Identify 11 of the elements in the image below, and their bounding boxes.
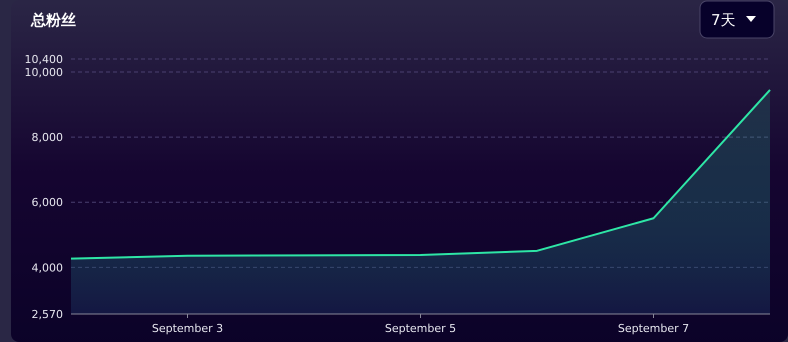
x-tick-label: September 3 (152, 322, 224, 335)
y-tick-label: 6,000 (32, 196, 63, 210)
chart-title: 总粉丝 (30, 11, 76, 29)
y-tick-label: 10,400 (24, 52, 63, 66)
y-tick-label: 8,000 (32, 131, 63, 144)
y-tick-label: 2,570 (32, 308, 63, 321)
y-tick-label: 4,000 (32, 261, 63, 274)
x-tick-label: September 7 (618, 322, 690, 335)
text: 7天 (711, 11, 736, 29)
x-tick-label: September 5 (384, 322, 456, 335)
y-tick-label: 10,000 (24, 66, 63, 79)
